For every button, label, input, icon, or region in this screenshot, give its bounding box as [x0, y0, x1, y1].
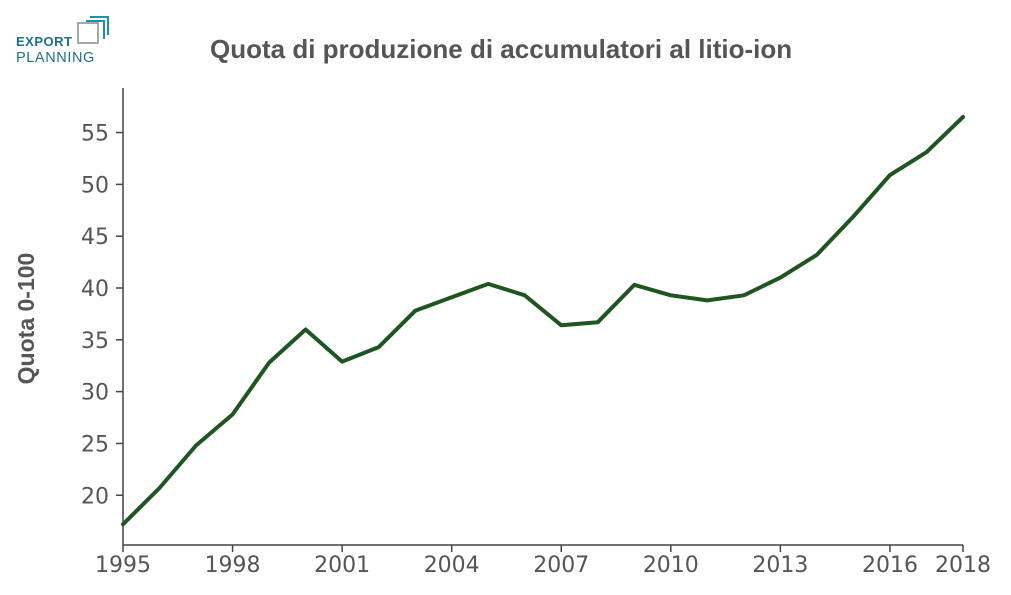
y-tick-label: 50 [81, 173, 109, 198]
logo-text-planning: PLANNING [16, 50, 95, 66]
export-planning-logo: EXPORT PLANNING [14, 14, 114, 68]
x-ticks: 1995 1998 2001 2004 2007 2010 2013 2016 2018 [95, 545, 991, 578]
y-tick-label: 30 [81, 381, 109, 406]
y-ticks: 20 25 30 35 40 45 50 55 [81, 122, 123, 509]
x-tick-label: 2013 [752, 553, 808, 578]
y-tick-label: 35 [81, 329, 109, 354]
y-tick-label: 20 [81, 484, 109, 509]
y-tick-label: 40 [81, 277, 109, 302]
x-tick-label: 2018 [935, 553, 991, 578]
x-tick-label: 2016 [862, 553, 918, 578]
logo-text-export: EXPORT [16, 34, 73, 49]
series-line [121, 115, 965, 527]
x-tick-label: 2004 [424, 553, 480, 578]
y-axis-label: Quota 0-100 [13, 253, 39, 385]
x-tick-label: 1998 [205, 553, 261, 578]
series-polyline [121, 115, 965, 527]
logo-squares-icon [77, 16, 109, 44]
y-tick-label: 55 [81, 122, 109, 147]
chart-title: Quota di produzione di accumulatori al l… [210, 34, 793, 64]
chart-axes [122, 88, 963, 546]
x-tick-label: 2007 [533, 553, 589, 578]
x-tick-label: 2001 [314, 553, 370, 578]
x-tick-label: 2010 [643, 553, 699, 578]
x-tick-label: 1995 [95, 553, 151, 578]
y-tick-label: 25 [81, 432, 109, 457]
y-tick-label: 45 [81, 225, 109, 250]
